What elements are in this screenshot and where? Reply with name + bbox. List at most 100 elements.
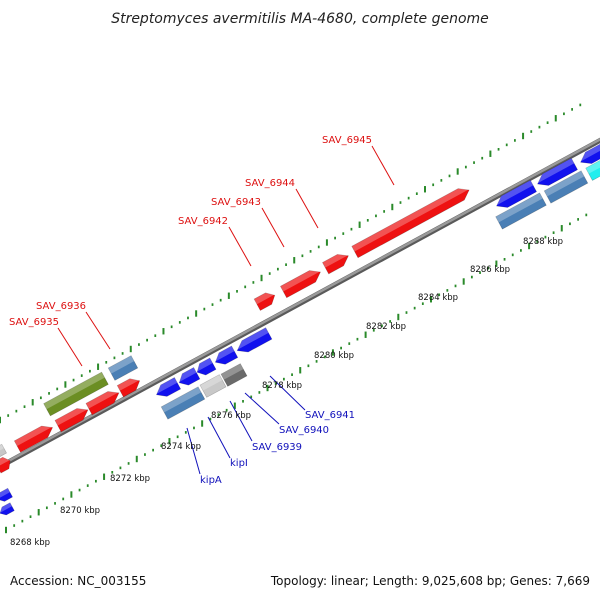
gene-label-sav-6940[interactable]: SAV_6940 bbox=[279, 425, 329, 436]
gene-rev-5-body bbox=[537, 157, 578, 186]
gene-kipi-body bbox=[199, 374, 227, 398]
gene-sav-6934-body bbox=[13, 425, 54, 453]
gene-rev-8-shine bbox=[544, 170, 585, 197]
gene-label-sav-6935[interactable]: SAV_6935 bbox=[9, 317, 59, 328]
gene-sav-6937-shine bbox=[117, 378, 140, 391]
gene-sav-6939-shine bbox=[220, 363, 244, 380]
gene-sav-6936-shine bbox=[108, 355, 135, 374]
gene-kipa bbox=[160, 386, 206, 420]
leader-sav-6935 bbox=[57, 327, 83, 367]
gene-edge-blue-2-body bbox=[0, 502, 15, 516]
gene-rev-7-body bbox=[495, 192, 547, 230]
gene-label-sav-6942[interactable]: SAV_6942 bbox=[178, 216, 228, 227]
label-leaders bbox=[57, 145, 395, 475]
gene-sav-6936-part bbox=[85, 391, 120, 416]
gene-sav-6934 bbox=[13, 425, 54, 453]
gene-label-sav-6943[interactable]: SAV_6943 bbox=[211, 197, 261, 208]
gene-sav-6936 bbox=[107, 355, 139, 381]
gene-edge-blue-1 bbox=[0, 487, 13, 502]
leader-sav-6936 bbox=[85, 311, 111, 350]
gene-edge-silver-body bbox=[0, 443, 7, 461]
gene-rev-7 bbox=[495, 192, 547, 230]
tick-track-inner bbox=[5, 213, 588, 534]
gene-rev-4 bbox=[496, 179, 537, 208]
leader-sav-6943 bbox=[261, 207, 285, 248]
gene-features bbox=[0, 143, 600, 516]
gene-sav-6941-body bbox=[214, 345, 239, 365]
gene-sav-6933-shine bbox=[0, 457, 10, 467]
gene-sav-6940 bbox=[236, 327, 273, 353]
gene-sav-6944 bbox=[322, 254, 349, 275]
leader-sav-6940 bbox=[244, 392, 280, 425]
gene-sav-6945 bbox=[351, 188, 470, 259]
gene-sav-6940-shine bbox=[236, 327, 269, 351]
gene-sav-6939-body bbox=[220, 363, 248, 387]
ruler-label: 8268 kbp bbox=[10, 538, 50, 548]
gene-sav-6933 bbox=[0, 456, 11, 474]
gene-sav-6943-body bbox=[280, 270, 321, 299]
gene-label-kipa[interactable]: kipA bbox=[200, 475, 222, 486]
ruler-label: 8278 kbp bbox=[262, 381, 302, 391]
gene-kipi-shine bbox=[199, 374, 223, 391]
ruler-label: 8280 kbp bbox=[314, 351, 354, 361]
gene-rev-2-shine bbox=[178, 367, 197, 383]
gene-rev-8 bbox=[543, 170, 589, 204]
leader-sav-6945 bbox=[371, 145, 395, 186]
gene-sav-6935-part bbox=[54, 408, 89, 433]
gene-sav-6935-part-shine bbox=[54, 408, 88, 426]
leader-sav-6939 bbox=[229, 400, 253, 442]
gene-sav-6939 bbox=[220, 363, 248, 387]
gene-label-kipi[interactable]: kipI bbox=[230, 458, 248, 469]
gene-label-sav-6936[interactable]: SAV_6936 bbox=[36, 301, 86, 312]
gene-rev-7-shine bbox=[495, 192, 543, 223]
gene-sav-6935-part-body bbox=[54, 408, 89, 433]
forward-gene-labels: SAV_6935 SAV_6936 SAV_6942 SAV_6943 SAV_… bbox=[9, 135, 372, 328]
gene-rev-4-shine bbox=[496, 180, 534, 206]
accession-text: Accession: NC_003155 bbox=[10, 574, 147, 588]
gene-kipa-shine bbox=[161, 386, 202, 413]
leader-kipi bbox=[207, 416, 231, 459]
gene-rev-3 bbox=[196, 357, 217, 376]
gene-sav-6941-shine bbox=[215, 346, 235, 362]
gene-rev-4-body bbox=[496, 179, 537, 208]
gene-rev-8-body bbox=[543, 170, 589, 204]
gene-sav-6933-body bbox=[0, 456, 11, 474]
genome-summary-text: Topology: linear; Length: 9,025,608 bp; … bbox=[270, 574, 590, 588]
leader-kipa bbox=[186, 427, 201, 475]
gene-rev-5 bbox=[537, 157, 578, 186]
gene-edge-blue-1-shine bbox=[0, 488, 10, 499]
gene-sav-6935-body bbox=[43, 371, 109, 417]
gene-label-sav-6941[interactable]: SAV_6941 bbox=[305, 410, 355, 421]
gene-rev-2 bbox=[178, 367, 201, 386]
gene-kipi bbox=[199, 374, 227, 398]
gene-sav-6936-part-body bbox=[85, 391, 120, 416]
gene-sav-6945-body bbox=[351, 188, 470, 259]
gene-rev-6-shine bbox=[580, 144, 600, 162]
gene-label-sav-6945[interactable]: SAV_6945 bbox=[322, 135, 372, 146]
ruler-label: 8284 kbp bbox=[418, 293, 458, 303]
gene-rev-1-body bbox=[156, 377, 182, 397]
ruler-label: 8288 kbp bbox=[523, 237, 563, 247]
gene-edge-blue-1-body bbox=[0, 487, 13, 502]
gene-label-sav-6939[interactable]: SAV_6939 bbox=[252, 442, 302, 453]
gene-sav-6944-body bbox=[322, 254, 349, 275]
gene-sav-6941 bbox=[214, 345, 239, 365]
gene-sav-6942 bbox=[253, 292, 276, 311]
gene-rev-6-body bbox=[580, 143, 600, 164]
gene-rev-3-shine bbox=[196, 357, 213, 372]
gene-sav-6942-shine bbox=[254, 292, 275, 305]
genome-title: Streptomyces avermitilis MA-4680, comple… bbox=[111, 11, 489, 27]
gene-sav-6937 bbox=[116, 378, 141, 398]
tick-track-outer bbox=[0, 103, 582, 424]
gene-rev-5-shine bbox=[537, 158, 575, 184]
gene-sav-6937-body bbox=[116, 378, 141, 398]
leader-sav-6941 bbox=[269, 375, 306, 411]
ruler-label: 8270 kbp bbox=[60, 506, 100, 516]
gene-sav-6936-body bbox=[107, 355, 139, 381]
ruler-label: 8282 kbp bbox=[366, 322, 406, 332]
gene-sav-6943-shine bbox=[280, 270, 321, 292]
gene-label-sav-6944[interactable]: SAV_6944 bbox=[245, 178, 295, 189]
gene-rev-6 bbox=[580, 143, 600, 164]
gene-sav-6935-shine bbox=[43, 372, 105, 410]
